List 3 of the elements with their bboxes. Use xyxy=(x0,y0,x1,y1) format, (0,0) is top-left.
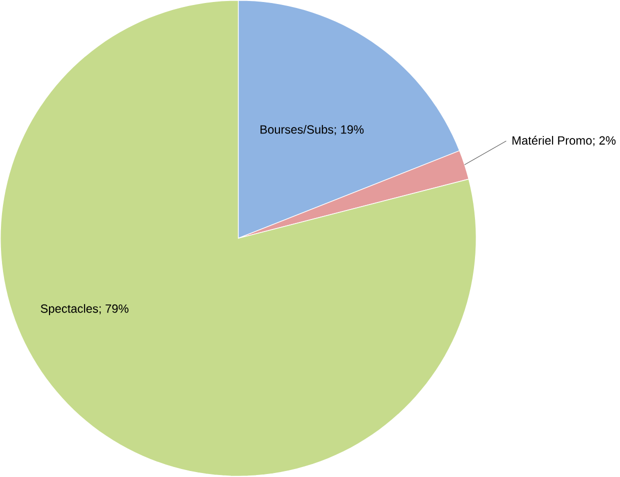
slice-label: Bourses/Subs; 19% xyxy=(260,125,364,136)
slice-label: Spectacles; 79% xyxy=(40,304,128,316)
slice-label: Matériel Promo; 2% xyxy=(512,136,616,146)
